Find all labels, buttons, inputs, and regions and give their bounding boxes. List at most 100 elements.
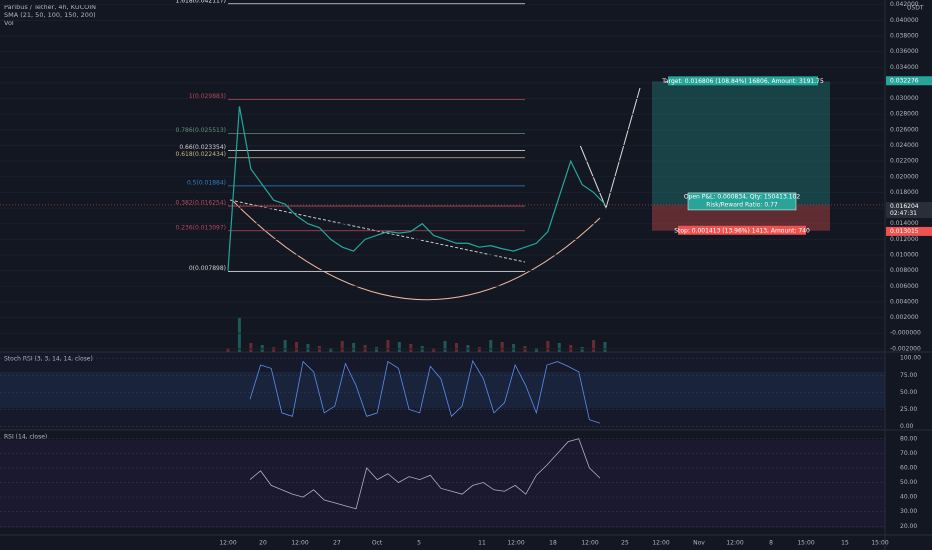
axis-tag [886,226,932,236]
time-label: 12:00 [726,540,743,547]
indicator-label: 40.00 [900,494,917,501]
indicator-label: 50.00 [900,479,917,486]
time-label: 27 [333,540,341,547]
price-line [227,106,606,271]
sma: SMA (21, 50, 100, 150, 200) [4,11,96,19]
price-label: 0.004000 [890,298,919,305]
volume-bar [352,343,356,352]
axis-tag-label: 0.013015 [890,228,919,235]
rsi-title: RSI (14, close) [4,434,47,441]
time-label: 18 [549,540,557,547]
vol: Vol [4,19,14,27]
time-label: 15 [841,540,849,547]
time-label: 5 [417,540,421,547]
symbol: Paribus / Tether, 4h, KUCOIN [4,3,96,11]
volume-bar [409,344,413,352]
volume-bar [500,342,504,352]
volume-bar [295,342,299,352]
indicator-label: 60.00 [900,464,917,471]
volume-bar [512,344,516,352]
stoch-line [249,359,601,424]
price-label: 0.008000 [890,267,919,274]
fib-label: 0.786(0.025513) [176,127,227,134]
rsi-line [249,438,601,510]
open-box [687,192,797,211]
volume-bar [443,341,447,352]
fib-label: 0.66(0.023354) [179,144,226,151]
axis-tag [886,76,932,86]
fib-label: 0.618(0.022434) [176,151,227,158]
price-label: -0.000000 [890,330,921,337]
volume-bar [283,340,287,352]
time-label: Oct [372,540,383,547]
open-label: Open P&L: 0.000834, Qty: 150413.102 [684,193,801,200]
volume-bar [329,348,333,352]
time-label: 25 [621,540,629,547]
time-label: 12:00 [581,540,598,547]
axis-tag [886,209,932,219]
fib-label: 0(0.007898) [189,265,226,272]
price-label: -0.002000 [890,345,921,352]
target-label: Target: 0.016806 (108.84%) 16806, Amount… [661,78,824,85]
fib-label: 0.382(0.016254) [176,200,227,207]
volume-bar [580,347,584,352]
price-label: 0.036000 [890,48,919,55]
ratio-label: Risk/Reward Ratio: 0.77 [706,201,778,208]
volume-bar [237,317,241,352]
currency: USDT [907,5,924,12]
volume-bar [603,342,607,352]
time-label: Nov [693,540,705,547]
volume-bar [226,348,230,352]
price-label: 0.022000 [890,158,919,165]
volume-bar [534,348,538,352]
volume-bar [592,340,596,352]
axis-tag-label: 0.032276 [890,77,919,84]
price-label: 0.024000 [890,142,919,149]
time-label: 8 [769,540,773,547]
indicator-label: 20.00 [900,523,917,530]
volume-bar [249,343,253,352]
axis-tag-label: 02:47:31 [890,210,917,217]
indicator-label: 100.00 [900,355,921,362]
time-label: 12:00 [652,540,669,547]
time-label: 12:00 [507,540,524,547]
price-label: 0.010000 [890,252,919,259]
fib-label: 1(0.029883) [189,93,226,100]
volume-bar [454,343,458,352]
volume-bar [340,341,344,352]
volume-bar [557,343,561,352]
fib-label: 1.618(0.042117) [176,0,227,4]
volume-bar [306,344,310,352]
time-label: 20 [259,540,267,547]
volume-bar [432,348,436,352]
indicator-label: 70.00 [900,450,917,457]
indicator-label: 0.00 [900,423,914,430]
fib-label: 0.236(0.013097) [176,224,227,231]
price-label: 0.038000 [890,32,919,39]
target-box [668,76,818,86]
price-label: 0.028000 [890,111,919,118]
volume-bar [397,342,401,352]
price-label: 0.012000 [890,236,919,243]
volume-bar [386,340,390,352]
axis-tag [886,201,932,211]
axis-tag-label: 0.016204 [890,203,919,210]
cup-arc [231,199,601,301]
indicator-label: 25.00 [900,406,917,413]
price-label: 0.006000 [890,283,919,290]
price-label: 0.020000 [890,173,919,180]
volume-bar [375,347,379,352]
time-label: 11 [478,540,486,547]
indicator-label: 30.00 [900,508,917,515]
price-label: 0.026000 [890,126,919,133]
time-label: 12:00 [291,540,308,547]
price-label: 0.002000 [890,314,919,321]
stoch-title: Stoch RSI (3, 3, 14, 14, close) [4,356,93,363]
volume-bar [477,347,481,352]
volume-bar [489,340,493,352]
stop-label: Stop: 0.001413 (13.96%) 1413, Amount: 74… [674,227,810,234]
indicator-label: 75.00 [900,372,917,379]
stoch-band [0,372,885,408]
stop-box [678,225,806,235]
